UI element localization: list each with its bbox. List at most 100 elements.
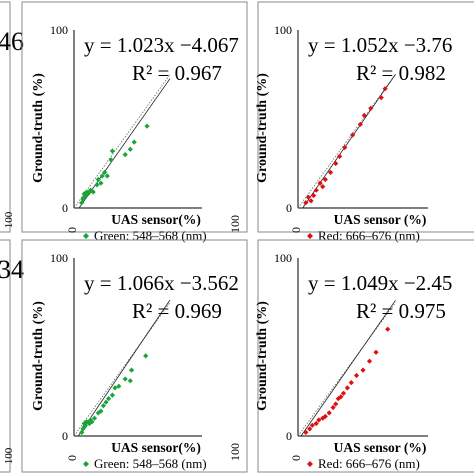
- legend-label: Red: 666–676 (nm): [318, 456, 420, 471]
- data-point-0: [79, 429, 85, 435]
- data-point-17: [382, 86, 388, 92]
- x-tick-max: 100: [471, 443, 474, 461]
- y-tick-max: 100: [50, 23, 68, 37]
- data-point-4: [316, 417, 322, 423]
- data-point-17: [116, 383, 122, 389]
- one-to-one-line: [297, 302, 396, 437]
- r-squared: R² = 0.975: [356, 299, 446, 323]
- one-to-one-line: [73, 302, 171, 437]
- y-tick-min: 0: [286, 201, 292, 215]
- data-point-12: [100, 403, 106, 409]
- data-point-19: [127, 378, 133, 384]
- data-point-4: [313, 187, 319, 193]
- data-point-15: [353, 372, 360, 379]
- data-point-10: [94, 182, 100, 188]
- y-tick-min: 0: [286, 429, 292, 443]
- data-point-20: [129, 367, 135, 373]
- regression-equation: y = 1.052x −3.76: [308, 33, 452, 57]
- legend-marker: [307, 461, 313, 467]
- data-point-0: [79, 200, 85, 206]
- data-point-2: [81, 424, 87, 430]
- y-tick-max: 100: [274, 251, 292, 265]
- x-tick-max: 100: [471, 215, 474, 233]
- one-to-one-line: [297, 74, 396, 209]
- data-point-13: [357, 121, 363, 127]
- legend-label: Green: 548–568 (nm): [94, 228, 207, 243]
- legend-label: Red: 666–676 (nm): [318, 228, 420, 243]
- data-point-8: [89, 419, 95, 425]
- regression-line: [77, 299, 171, 437]
- data-point-11: [95, 176, 101, 183]
- y-tick-min: 0: [62, 201, 68, 215]
- data-point-18: [122, 152, 128, 158]
- edge-tick-bottom: 100: [3, 447, 15, 464]
- y-axis-label: Ground-truth (%): [31, 301, 46, 411]
- panel-frame: [257, 1, 474, 233]
- left-edge-fragment: 46 34 100 100: [0, 1, 24, 473]
- data-point-15: [368, 105, 374, 111]
- x-axis-label: UAS sensor (%): [334, 440, 427, 455]
- x-tick-max: 100: [228, 443, 242, 461]
- data-point-9: [333, 160, 339, 167]
- regression-equation: y = 1.066x −3.562: [84, 271, 239, 295]
- legend-marker: [83, 461, 89, 467]
- y-axis-label: Ground-truth (%): [255, 301, 270, 411]
- data-point-4: [82, 422, 89, 428]
- data-point-0: [303, 429, 309, 435]
- y-axis-label: Ground-truth (%): [255, 73, 270, 183]
- data-point-5: [320, 415, 326, 421]
- data-point-16: [360, 367, 366, 373]
- y-tick-max: 100: [274, 23, 292, 37]
- data-point-14: [361, 112, 367, 118]
- r-squared: R² = 0.969: [132, 299, 222, 323]
- scatter-panel-top-left: 100 0 0 100 Ground-truth (%) UAS sensor(%) y =…: [21, 1, 248, 243]
- x-axis-label: UAS sensor (%): [334, 212, 427, 227]
- data-point-8: [327, 169, 334, 175]
- data-point-20: [131, 139, 137, 145]
- data-point-18: [122, 376, 128, 382]
- edge-frame-top: [0, 1, 11, 233]
- data-point-7: [326, 410, 332, 416]
- y-axis-label: Ground-truth (%): [31, 73, 46, 183]
- data-point-13: [99, 173, 105, 179]
- data-point-6: [86, 420, 92, 427]
- x-tick-max: 100: [228, 215, 242, 233]
- data-point-16: [378, 95, 384, 101]
- data-point-1: [305, 194, 311, 200]
- legend-marker: [83, 233, 89, 239]
- data-point-3: [81, 420, 87, 427]
- x-tick-min: 0: [65, 227, 79, 233]
- data-point-7: [322, 176, 328, 183]
- data-point-6: [322, 413, 328, 419]
- data-point-5: [317, 180, 323, 186]
- x-tick-min: 0: [289, 455, 303, 461]
- data-point-15: [109, 392, 115, 398]
- data-point-9: [90, 189, 96, 195]
- data-point-14: [102, 169, 108, 175]
- edge-tick-top: 100: [3, 211, 15, 228]
- data-point-10: [95, 410, 101, 416]
- y-tick-min: 0: [62, 429, 68, 443]
- r-squared: R² = 0.967: [132, 61, 222, 85]
- data-point-14: [106, 396, 112, 402]
- x-axis-label: UAS sensor(%): [111, 212, 201, 227]
- data-point-11: [342, 144, 348, 151]
- regression-line: [302, 74, 396, 209]
- data-point-5: [84, 419, 90, 425]
- data-point-10: [335, 396, 341, 402]
- data-point-3: [81, 191, 87, 197]
- data-point-4: [82, 192, 89, 199]
- data-point-21: [144, 123, 150, 129]
- y-tick-max: 100: [50, 251, 68, 265]
- data-point-16: [108, 157, 114, 163]
- data-point-13: [344, 385, 350, 391]
- data-point-7: [88, 417, 94, 423]
- data-point-1: [80, 426, 86, 432]
- data-point-12: [340, 390, 347, 396]
- regression-equation: y = 1.023x −4.067: [84, 33, 239, 57]
- data-point-6: [85, 191, 91, 197]
- x-tick-min: 0: [65, 455, 79, 461]
- panel-frame: [21, 1, 248, 233]
- data-point-17: [109, 148, 115, 154]
